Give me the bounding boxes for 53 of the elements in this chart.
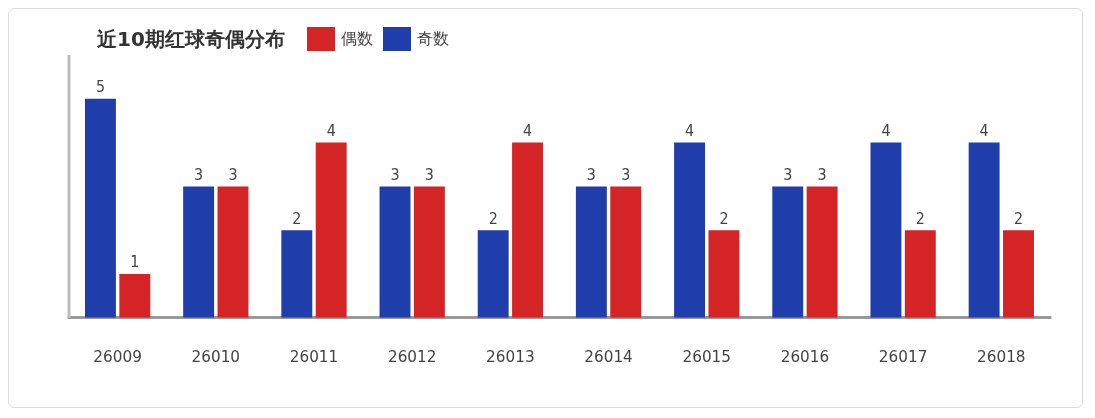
x-tick-label: 26011 [289, 346, 339, 366]
data-label: 3 [621, 165, 631, 183]
data-label: 3 [194, 165, 204, 183]
data-label: 2 [719, 209, 729, 227]
x-tick-label: 26014 [584, 346, 633, 366]
data-label: 2 [292, 209, 302, 227]
bar [904, 230, 936, 318]
bar [1003, 230, 1034, 318]
bar [968, 142, 1000, 318]
x-tick-label: 26015 [682, 346, 732, 366]
legend-label: 偶数 [340, 28, 373, 50]
data-label: 5 [95, 77, 105, 96]
data-label: 3 [424, 165, 434, 183]
data-label: 3 [390, 165, 400, 183]
bar [379, 186, 411, 318]
bar [183, 186, 215, 318]
x-tick-label: 26013 [486, 346, 535, 366]
bar [575, 186, 607, 318]
bar [477, 230, 509, 318]
bar [512, 142, 544, 318]
legend-label: 奇数 [416, 28, 449, 50]
x-tick-label: 26016 [780, 346, 830, 366]
data-label: 2 [488, 209, 498, 227]
x-tick-label: 26010 [191, 346, 241, 366]
data-label: 4 [326, 121, 336, 140]
chart-title: 近10期红球奇偶分布 [97, 25, 285, 53]
bar [281, 230, 313, 318]
data-label: 4 [523, 121, 533, 140]
x-tick-label: 26012 [387, 346, 437, 366]
bar [870, 142, 902, 318]
x-tick-label: 26017 [878, 346, 928, 366]
bar [119, 274, 151, 318]
bar [708, 230, 740, 318]
data-label: 1 [130, 253, 140, 271]
data-label: 4 [685, 121, 695, 140]
data-label: 3 [817, 165, 827, 183]
bar [217, 186, 249, 318]
bar [772, 186, 804, 318]
bar [315, 142, 347, 318]
data-label: 2 [915, 209, 925, 227]
data-label: 2 [1013, 209, 1024, 227]
data-label: 3 [783, 165, 793, 183]
x-tick-label: 26009 [93, 346, 142, 366]
bar [674, 142, 706, 318]
bar [84, 98, 116, 318]
x-tick-label: 26018 [977, 346, 1026, 366]
data-label: 4 [979, 121, 989, 140]
data-label: 4 [881, 121, 891, 140]
data-label: 3 [228, 165, 238, 183]
bar [806, 186, 838, 318]
data-label: 3 [586, 165, 596, 183]
bar [413, 186, 445, 318]
bar [610, 186, 642, 318]
